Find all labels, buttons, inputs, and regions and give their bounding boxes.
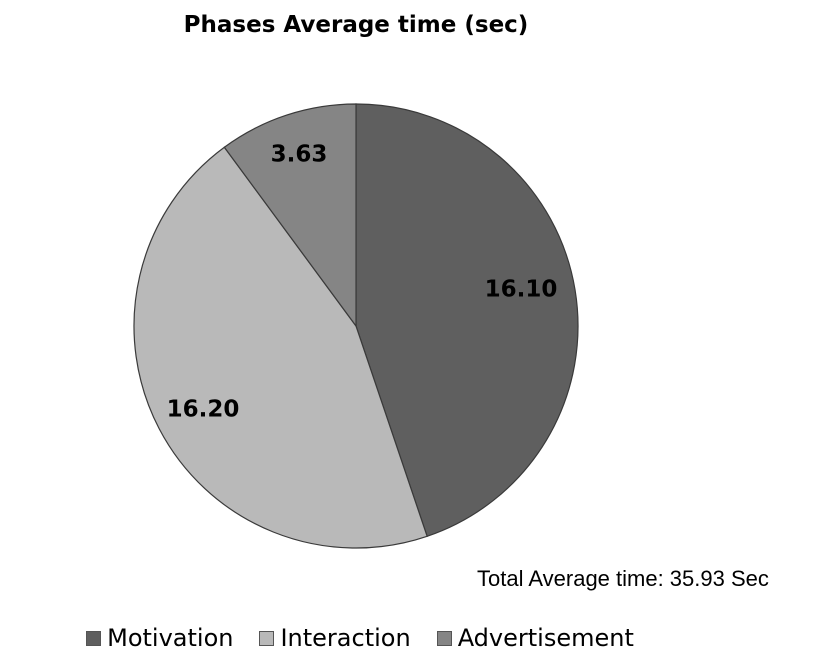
data-label-motivation: 16.10 [485,277,558,303]
legend-item-motivation: Motivation [86,623,233,653]
pie-slice-motivation [355,103,579,538]
data-label-interaction: 16.20 [167,397,240,423]
chart-title: Phases Average time (sec) [183,12,529,38]
legend-swatch-motivation [86,630,102,646]
data-label-advertisement: 3.63 [271,142,328,168]
legend-item-interaction: Interaction [259,623,411,653]
total-average-annotation: Total Average time: 35.93 Sec [477,566,769,591]
pie-slice-interaction [133,146,428,549]
chart-legend: Motivation Interaction Advertisement [0,623,720,653]
pie-slice-advertisement [223,103,357,328]
legend-swatch-advertisement [436,630,452,646]
legend-item-advertisement: Advertisement [436,623,634,653]
legend-label-motivation: Motivation [107,624,234,652]
legend-swatch-interaction [259,630,275,646]
legend-label-advertisement: Advertisement [457,624,634,652]
legend-label-interaction: Interaction [280,624,411,652]
